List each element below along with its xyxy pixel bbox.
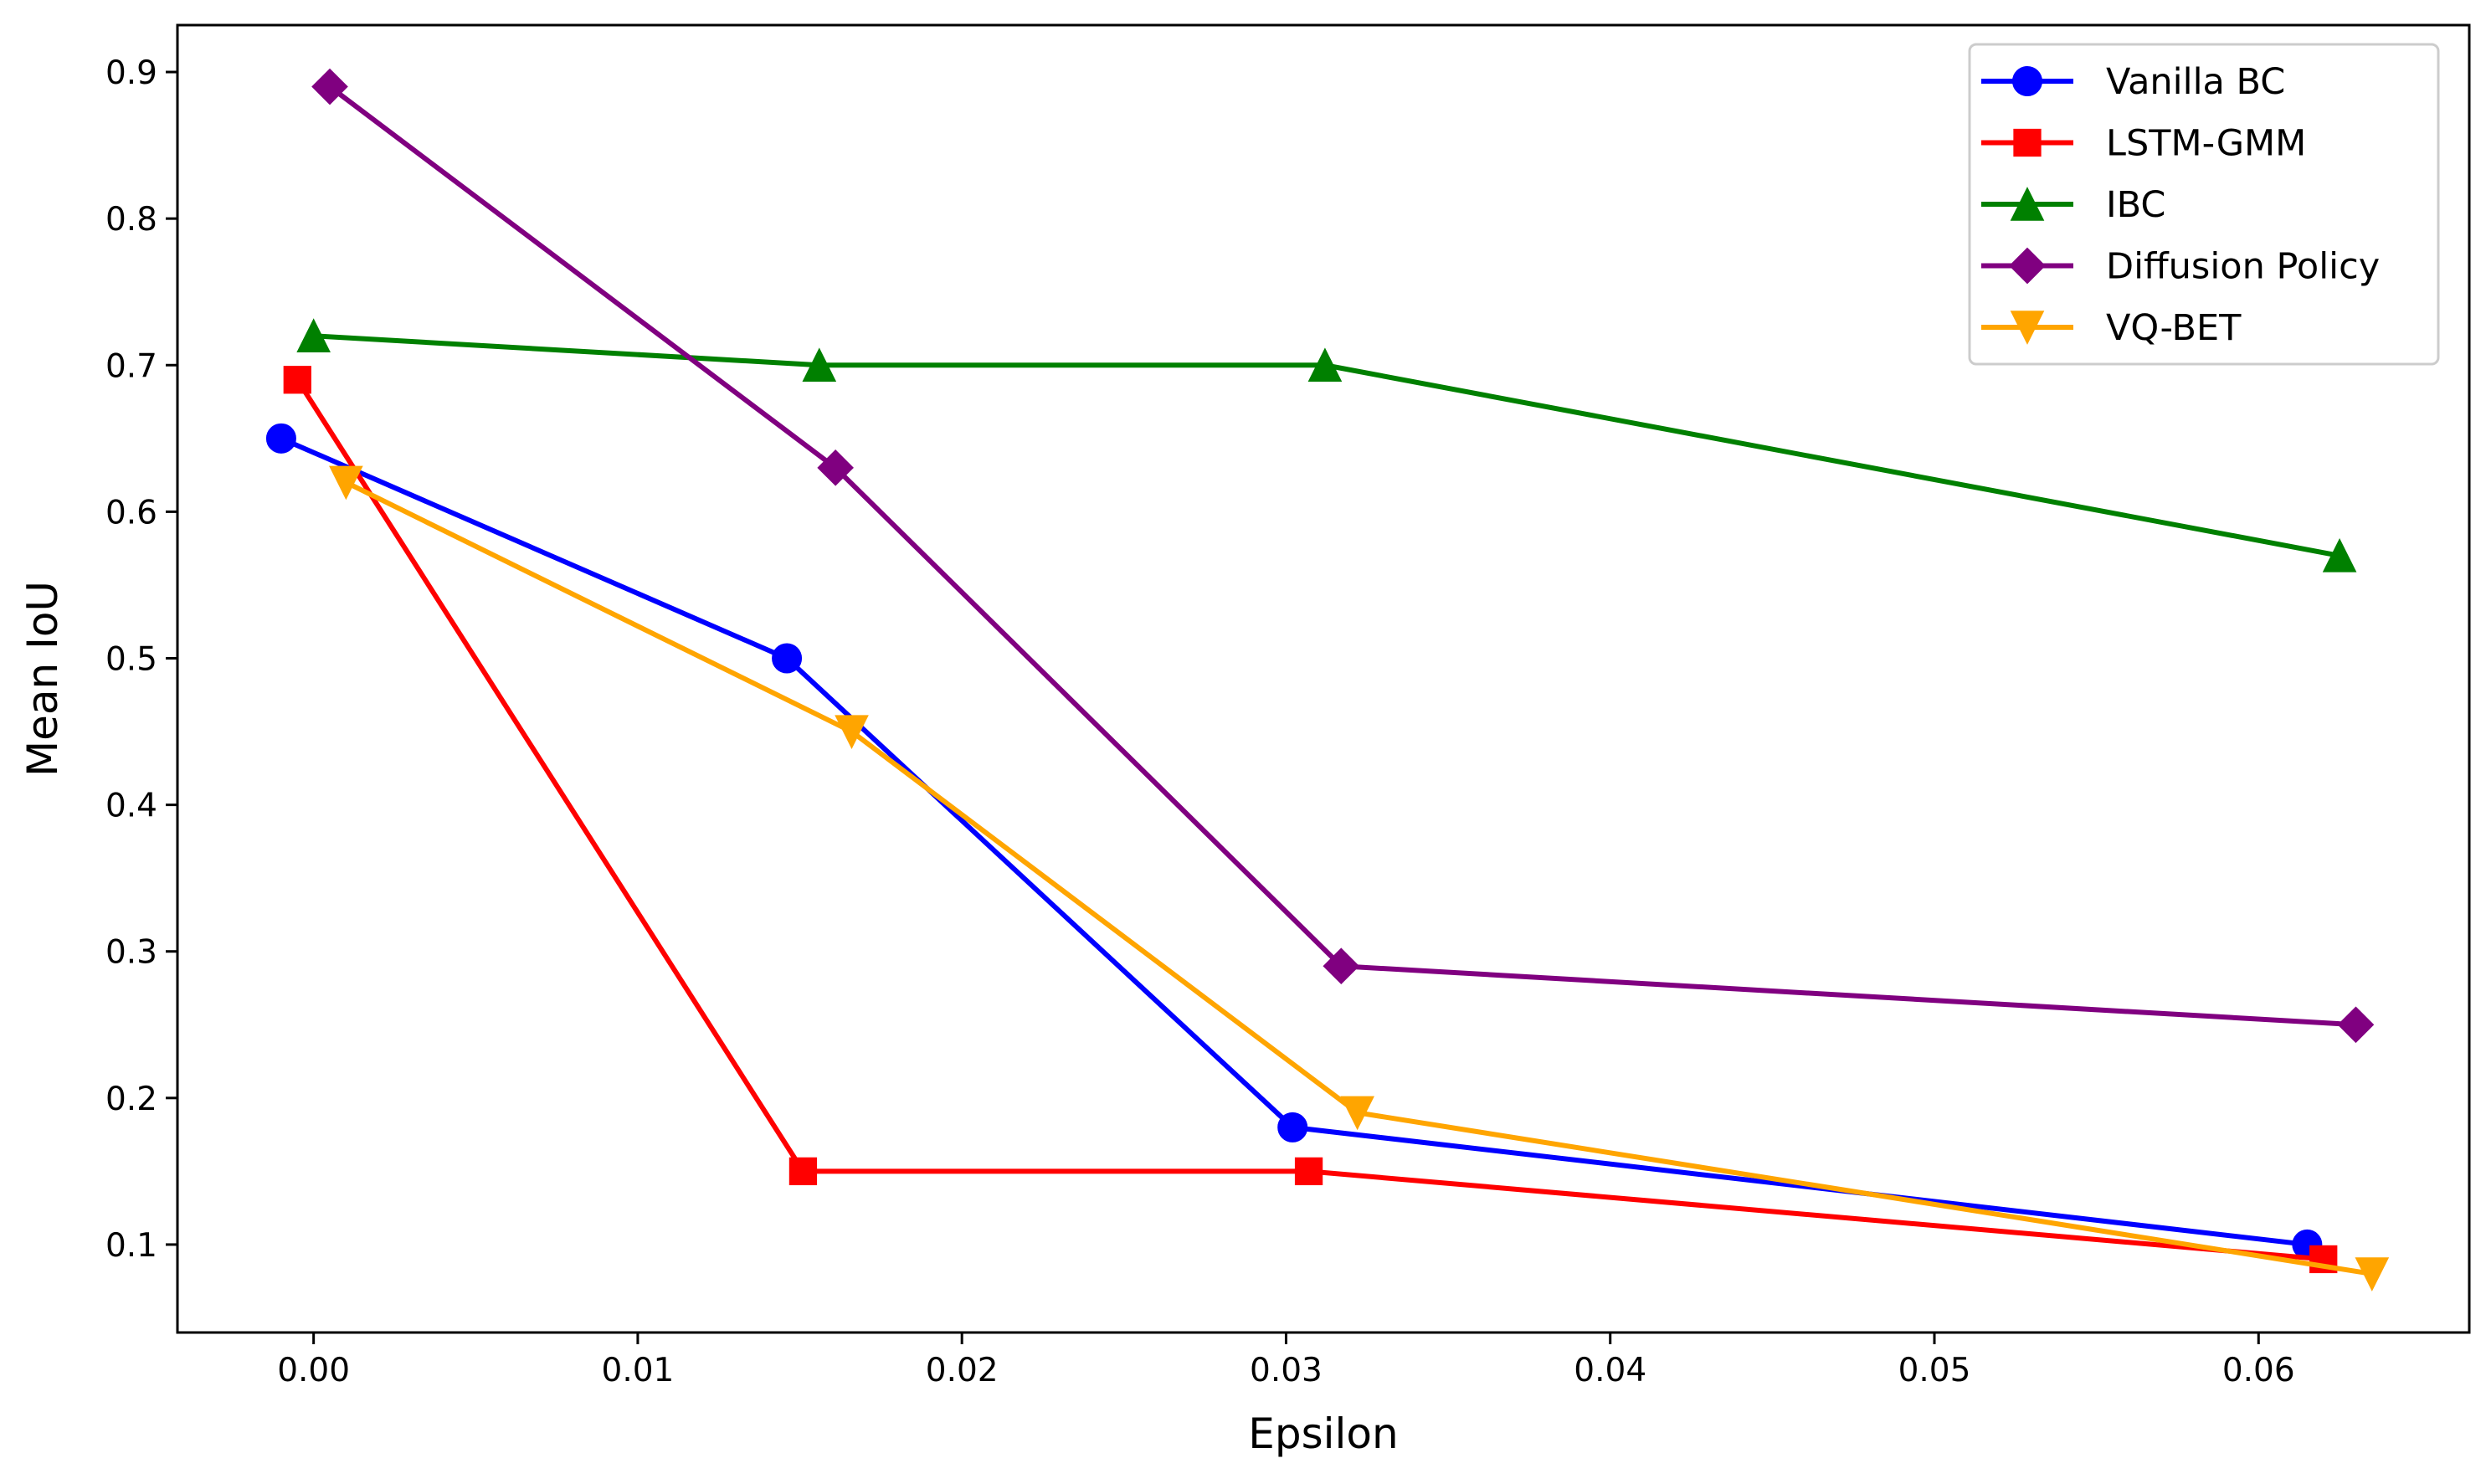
x-tick-label: 0.04 [1574, 1352, 1646, 1389]
data-point [802, 347, 837, 382]
legend-marker [2010, 187, 2045, 221]
x-tick-label: 0.02 [926, 1352, 999, 1389]
series-lstm-gmm [283, 366, 2338, 1274]
series-diffusion-policy [311, 68, 2375, 1044]
series-vanilla-bc [265, 423, 2323, 1260]
legend-label: Diffusion Policy [2106, 246, 2380, 288]
legend-item: VQ-BET [1981, 307, 2242, 349]
legend-item: IBC [1981, 184, 2165, 226]
data-point [329, 465, 363, 501]
series-line [328, 85, 2356, 1028]
legend-label: IBC [2106, 184, 2165, 226]
x-axis-title: Epsilon [1248, 1410, 1398, 1458]
legend-marker [2009, 247, 2046, 285]
data-point [2322, 537, 2357, 573]
y-tick-label: 0.5 [105, 640, 157, 678]
legend-label: Vanilla BC [2106, 61, 2285, 103]
legend-marker [2013, 128, 2042, 157]
data-point [835, 715, 869, 749]
y-tick-label: 0.2 [105, 1081, 157, 1118]
data-point [1340, 1096, 1374, 1131]
x-axis: 0.00 0.01 0.02 0.03 0.04 0.05 0.06 [277, 1333, 2295, 1389]
data-point [1307, 347, 1343, 382]
series-layer [265, 68, 2390, 1291]
series-vq-bet [329, 465, 2390, 1291]
series-line [345, 480, 2373, 1276]
y-tick-label: 0.1 [105, 1227, 157, 1265]
legend-box [1968, 43, 2440, 366]
legend-marker [2010, 311, 2045, 345]
data-point [1323, 947, 1360, 985]
data-point [817, 449, 854, 486]
data-point [296, 318, 331, 352]
y-tick-label: 0.3 [105, 934, 157, 972]
series-line [313, 333, 2340, 558]
legend-marker [2012, 66, 2042, 96]
legend: Vanilla BC LSTM-GMM IBC Diffusion Policy VQ-… [1968, 43, 2440, 366]
y-axis: 0.1 0.2 0.3 0.4 0.5 0.6 0.7 0.8 0.9 [105, 54, 177, 1265]
plot-area-frame [176, 23, 2471, 1334]
x-tick-label: 0.01 [602, 1352, 675, 1389]
data-point [311, 68, 348, 105]
legend-label: LSTM-GMM [2106, 123, 2306, 165]
series-line [280, 436, 2308, 1247]
y-tick-label: 0.6 [105, 494, 157, 531]
y-tick-label: 0.4 [105, 788, 157, 825]
legend-item: LSTM-GMM [1981, 123, 2306, 165]
data-point [265, 423, 296, 454]
x-tick-label: 0.05 [1898, 1352, 1971, 1389]
y-tick-label: 0.9 [105, 54, 157, 92]
y-axis-title: Mean IoU [18, 581, 67, 777]
data-point [283, 366, 311, 394]
x-tick-label: 0.00 [277, 1352, 350, 1389]
legend-item: Vanilla BC [1981, 61, 2285, 103]
legend-label: VQ-BET [2106, 307, 2242, 349]
x-tick-label: 0.03 [1250, 1352, 1323, 1389]
legend-item: Diffusion Policy [1981, 246, 2380, 288]
y-tick-label: 0.8 [105, 201, 157, 239]
data-point [2337, 1006, 2375, 1044]
data-point [1294, 1157, 1323, 1186]
y-tick-label: 0.7 [105, 347, 157, 385]
x-tick-label: 0.06 [2222, 1352, 2295, 1389]
data-point [788, 1157, 818, 1186]
data-point [772, 643, 803, 674]
series-line [295, 378, 2324, 1262]
series-ibc [296, 318, 2357, 573]
data-point [1277, 1112, 1308, 1143]
data-point [2355, 1257, 2390, 1291]
